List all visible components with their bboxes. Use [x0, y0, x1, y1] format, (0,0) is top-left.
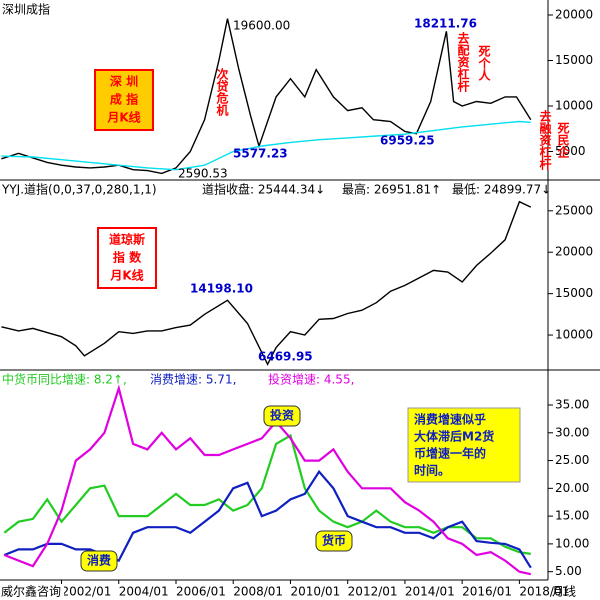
- legend-bubble: [315, 530, 353, 552]
- x-tick-label: 2008/01: [233, 585, 283, 599]
- legend-label: 货币: [322, 533, 346, 548]
- header-text: 消费增速: 5.71,: [150, 373, 236, 387]
- chart-title: 深圳成指: [2, 2, 50, 17]
- y-tick-label: 35.00: [555, 398, 589, 412]
- header-text: 中货币同比增速: 8.2↑,: [2, 372, 127, 387]
- series-line: [1, 18, 532, 175]
- vertical-note: 去融资杠杆: [538, 109, 552, 171]
- x-axis-label: 月线: [552, 585, 576, 599]
- box-text: 指 数: [113, 250, 142, 265]
- box-text: 月K线: [106, 110, 140, 125]
- annotation: 19600.00: [233, 19, 290, 33]
- header-text: 最低: 24899.77↓: [452, 183, 551, 197]
- note-text: 大体滞后M2货: [414, 429, 494, 444]
- vertical-note: 死民企: [556, 122, 570, 159]
- label-box: [97, 227, 157, 289]
- annotation: 18211.76: [414, 17, 477, 31]
- x-tick-label: 2012/01: [348, 585, 398, 599]
- header-text: 最高: 26951.81↑: [342, 182, 441, 197]
- box-text: 成 指: [110, 92, 138, 107]
- box-text: 道琼斯: [109, 232, 145, 247]
- y-tick-label: 25.00: [555, 453, 589, 467]
- series-line: [3, 469, 532, 569]
- watermark: 威尔鑫咨询: [1, 584, 61, 599]
- legend-label: 消费: [87, 553, 111, 568]
- series-line: [1, 200, 532, 366]
- note-text: 消费增速似乎: [414, 412, 486, 427]
- x-tick-label: 2006/01: [176, 585, 226, 599]
- legend-label: 投资: [270, 408, 294, 423]
- y-tick-label: 10000: [555, 99, 593, 113]
- label-box: [94, 69, 154, 131]
- y-tick-label: 15000: [555, 286, 593, 300]
- y-tick-label: 10000: [555, 328, 593, 342]
- note-text: 时间。: [414, 463, 450, 478]
- y-tick-label: 5000: [555, 144, 586, 158]
- box-text: 月K线: [109, 268, 143, 283]
- y-tick-label: 15000: [555, 53, 593, 67]
- note-box: [407, 407, 521, 483]
- annotation: 14198.10: [190, 282, 253, 296]
- annotation: 6469.95: [258, 350, 313, 364]
- series-line: [1, 120, 531, 171]
- annotation: 5577.23: [233, 147, 288, 161]
- x-tick-label: 2010/01: [290, 585, 340, 599]
- note-text: 币增速一年的: [414, 446, 486, 461]
- y-tick-label: 20.00: [555, 481, 589, 495]
- vertical-note: 死个人: [477, 45, 491, 81]
- y-tick-label: 15.00: [555, 509, 589, 523]
- x-tick-label: 2016/01: [462, 585, 512, 599]
- y-tick-label: 20000: [555, 8, 593, 22]
- x-tick-label: 2014/01: [405, 585, 455, 599]
- header-text: 投资增速: 4.55,: [268, 372, 354, 387]
- y-tick-label: 30.00: [555, 425, 589, 439]
- x-tick-label: 2018/01: [519, 585, 569, 599]
- vertical-note: 去配资杠杆: [456, 31, 470, 93]
- y-tick-label: 20000: [555, 245, 593, 259]
- x-tick-label: 2002/01: [62, 585, 112, 599]
- legend-bubble: [80, 550, 118, 572]
- watermark-bg: [0, 584, 64, 600]
- x-tick-label: 2004/01: [119, 585, 169, 599]
- legend-bubble: [263, 405, 301, 427]
- header-text: YYJ.道指(0,0,37,0,280,1,1): [1, 182, 157, 197]
- vertical-note: 次贷危机: [215, 67, 229, 117]
- header-text: 道指收盘: 25444.34↓: [202, 182, 325, 197]
- y-tick-label: 5.00: [555, 564, 582, 578]
- y-tick-label: 25000: [555, 203, 593, 217]
- box-text: 深 圳: [110, 74, 138, 89]
- y-tick-label: 10.00: [555, 536, 589, 550]
- annotation: 6959.25: [380, 134, 435, 148]
- series-line: [3, 384, 532, 576]
- annotation: 2590.53: [178, 167, 228, 181]
